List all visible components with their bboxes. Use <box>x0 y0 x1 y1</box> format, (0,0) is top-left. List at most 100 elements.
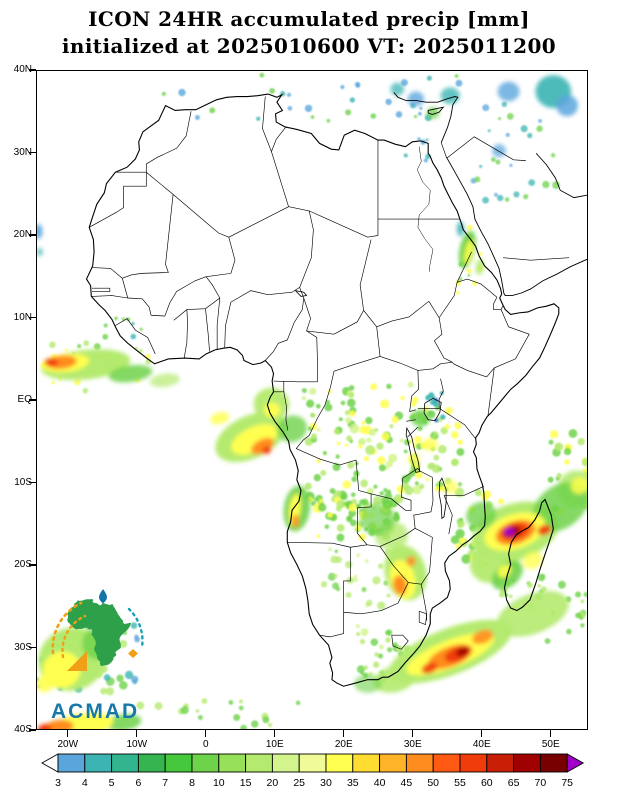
lat-tick-label-40N: 40N <box>13 64 32 75</box>
colorbar-cell <box>539 753 568 773</box>
country-border <box>409 409 416 412</box>
lat-tick-label-40S: 40S <box>14 724 32 735</box>
country-border <box>319 633 344 638</box>
country-border <box>288 206 379 238</box>
acmad-logo-africa-shape <box>67 599 131 666</box>
lat-tick-label-10S: 10S <box>14 476 32 488</box>
colorbar-tick-label: 55 <box>454 777 466 789</box>
country-border <box>145 111 192 173</box>
country-border <box>357 493 372 545</box>
country-border <box>456 278 498 298</box>
colorbar-cell <box>84 753 113 773</box>
precip-blobs <box>37 75 587 729</box>
lat-tick-label-20S: 20S <box>14 559 32 570</box>
country-border <box>89 172 147 228</box>
colorbar-cell <box>191 753 220 773</box>
country-border <box>487 367 495 416</box>
colorbar-tick-label: 50 <box>427 777 439 789</box>
country-border <box>444 486 485 496</box>
country-border <box>183 309 188 359</box>
country-border <box>92 287 111 292</box>
lat-tick-mark <box>29 151 36 154</box>
country-border <box>296 448 372 495</box>
colorbar-cell <box>164 753 193 773</box>
country-border <box>406 419 416 422</box>
lon-tick-label-10E: 10E <box>265 739 284 750</box>
colorbar-cell <box>325 753 354 773</box>
country-border <box>271 151 289 207</box>
persian-gulf-coastline <box>535 152 587 199</box>
lon-tick-mark <box>67 730 69 737</box>
lon-tick-label-40E: 40E <box>472 739 491 750</box>
country-border <box>438 378 444 409</box>
colorbar-cell <box>352 753 381 773</box>
acmad-logo: ACMAD <box>51 589 144 723</box>
colorbar-cell <box>57 753 86 773</box>
colorbar-tick-label: 45 <box>401 777 413 789</box>
country-border <box>456 251 472 283</box>
country-border <box>146 171 174 195</box>
country-border <box>438 282 458 318</box>
colorbar-cell <box>298 753 327 773</box>
chart-title: ICON 24HR accumulated precip [mm] initia… <box>0 6 618 60</box>
country-border <box>414 528 433 585</box>
colorbar-tick-label: 7 <box>162 777 168 789</box>
country-border <box>151 276 207 317</box>
lon-tick-label-30E: 30E <box>403 739 422 750</box>
lat-tick-mark <box>29 69 36 71</box>
chart-title-line1: ICON 24HR accumulated precip [mm] <box>88 7 530 31</box>
country-border <box>273 380 318 383</box>
colorbar-tick-label: 8 <box>189 777 195 789</box>
colorbar-tick-label: 40 <box>374 777 386 789</box>
lat-tick-mark <box>29 646 36 649</box>
colorbar-over-arrow <box>566 753 585 773</box>
colorbar-cell <box>379 753 407 773</box>
nile-river <box>416 146 434 272</box>
country-border <box>376 326 381 357</box>
country-border <box>366 544 381 547</box>
geography-layer <box>85 92 587 687</box>
country-border <box>440 142 447 157</box>
arabia-coastline <box>445 156 587 296</box>
country-border <box>433 317 453 363</box>
country-border <box>172 194 229 238</box>
chart-title-line2: initialized at 2025010600 VT: 2025011200 <box>61 34 557 58</box>
country-border <box>371 468 419 511</box>
lon-tick-mark <box>343 730 345 737</box>
country-border <box>438 408 476 439</box>
country-border <box>91 278 129 299</box>
lon-tick-mark <box>274 730 276 737</box>
country-border <box>271 126 287 152</box>
africa-coastline <box>85 93 560 687</box>
colorbar-cell <box>486 753 515 773</box>
country-border <box>376 300 440 328</box>
country-border <box>443 495 453 535</box>
country-border <box>306 330 318 382</box>
country-border <box>379 546 409 583</box>
country-border <box>408 582 422 585</box>
country-border <box>299 210 314 288</box>
colorbar-tick-label: 6 <box>135 777 141 789</box>
country-border <box>333 356 381 372</box>
country-border <box>114 318 156 355</box>
colorbar-tick-label: 5 <box>109 777 115 789</box>
colorbar-cell <box>405 753 434 773</box>
country-border <box>262 96 272 152</box>
cyprus-coastline <box>427 106 445 116</box>
lat-tick-label-30N: 30N <box>13 146 32 158</box>
colorbar-tick-label: 65 <box>508 777 520 789</box>
lat-tick-mark <box>29 234 36 236</box>
map-plot-area: ACMAD <box>36 70 588 730</box>
colorbar-cell <box>432 753 461 773</box>
colorbar-cell <box>245 753 273 773</box>
country-border <box>283 391 289 431</box>
lon-tick-label-10W: 10W <box>126 739 148 750</box>
country-border <box>363 310 377 328</box>
country-border <box>127 297 152 316</box>
lake-outline <box>438 477 447 520</box>
colorbar-tick-label: 30 <box>320 777 332 789</box>
acmad-logo-text: ACMAD <box>51 700 139 723</box>
colorbar-tick-label: 3 <box>55 777 61 789</box>
country-border <box>205 276 221 299</box>
lat-tick-mark <box>29 729 36 731</box>
